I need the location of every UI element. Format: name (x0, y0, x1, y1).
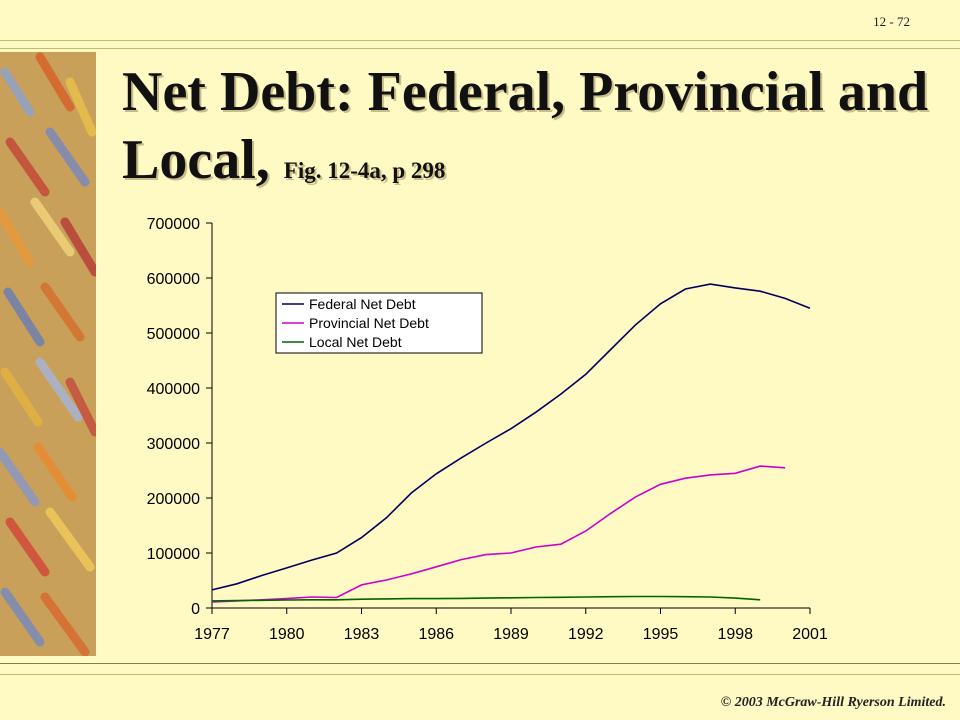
bottom-rule-inner (0, 674, 960, 675)
series-line-local-net-debt (211, 595, 761, 602)
series-line-provincial-net-debt (211, 465, 786, 603)
x-tick-label: 1986 (418, 626, 454, 643)
y-tick-label: 100000 (147, 546, 200, 563)
x-tick-label: 1977 (194, 626, 230, 643)
decorative-brushstroke-art (0, 52, 100, 657)
x-tick-label: 2001 (792, 626, 828, 643)
copyright-notice: © 2003 McGraw-Hill Ryerson Limited. (720, 695, 946, 710)
y-tick-label: 300000 (147, 436, 200, 453)
x-tick-label: 1980 (269, 626, 305, 643)
y-tick-label: 0 (191, 601, 200, 618)
x-tick-label: 1983 (344, 626, 380, 643)
y-tick-label: 600000 (147, 271, 200, 288)
chart-axes: 0 100000 200000 300000 400000 500000 600000 700… (147, 216, 828, 643)
legend-entry: Federal Net Debt (309, 296, 416, 312)
y-tick-label: 500000 (147, 326, 200, 343)
top-rule-inner (0, 48, 960, 49)
y-tick-label: 700000 (147, 216, 200, 233)
legend-box (275, 292, 483, 354)
slide-title: Net Debt: Federal, Provincial and Local,… (122, 58, 942, 205)
bottom-rule (0, 663, 960, 664)
chart-series (211, 283, 811, 603)
top-rule (0, 40, 960, 41)
page-number: 12 - 72 (873, 14, 910, 29)
chart-legend: Federal Net Debt Provincial Net Debt Local… (275, 292, 483, 354)
x-tick-label: 1998 (717, 626, 753, 643)
x-tick-label: 1992 (568, 626, 604, 643)
legend-entry: Local Net Debt (309, 334, 402, 350)
x-tick-label: 1995 (643, 626, 679, 643)
figure-reference: Fig. 12-4a, p 298 (283, 158, 446, 183)
y-tick-label: 400000 (147, 381, 200, 398)
title-main: Net Debt: Federal, Provincial and Local, (122, 61, 929, 191)
x-tick-label: 1989 (493, 626, 529, 643)
y-tick-label: 200000 (147, 491, 200, 508)
legend-entry: Provincial Net Debt (309, 315, 429, 331)
